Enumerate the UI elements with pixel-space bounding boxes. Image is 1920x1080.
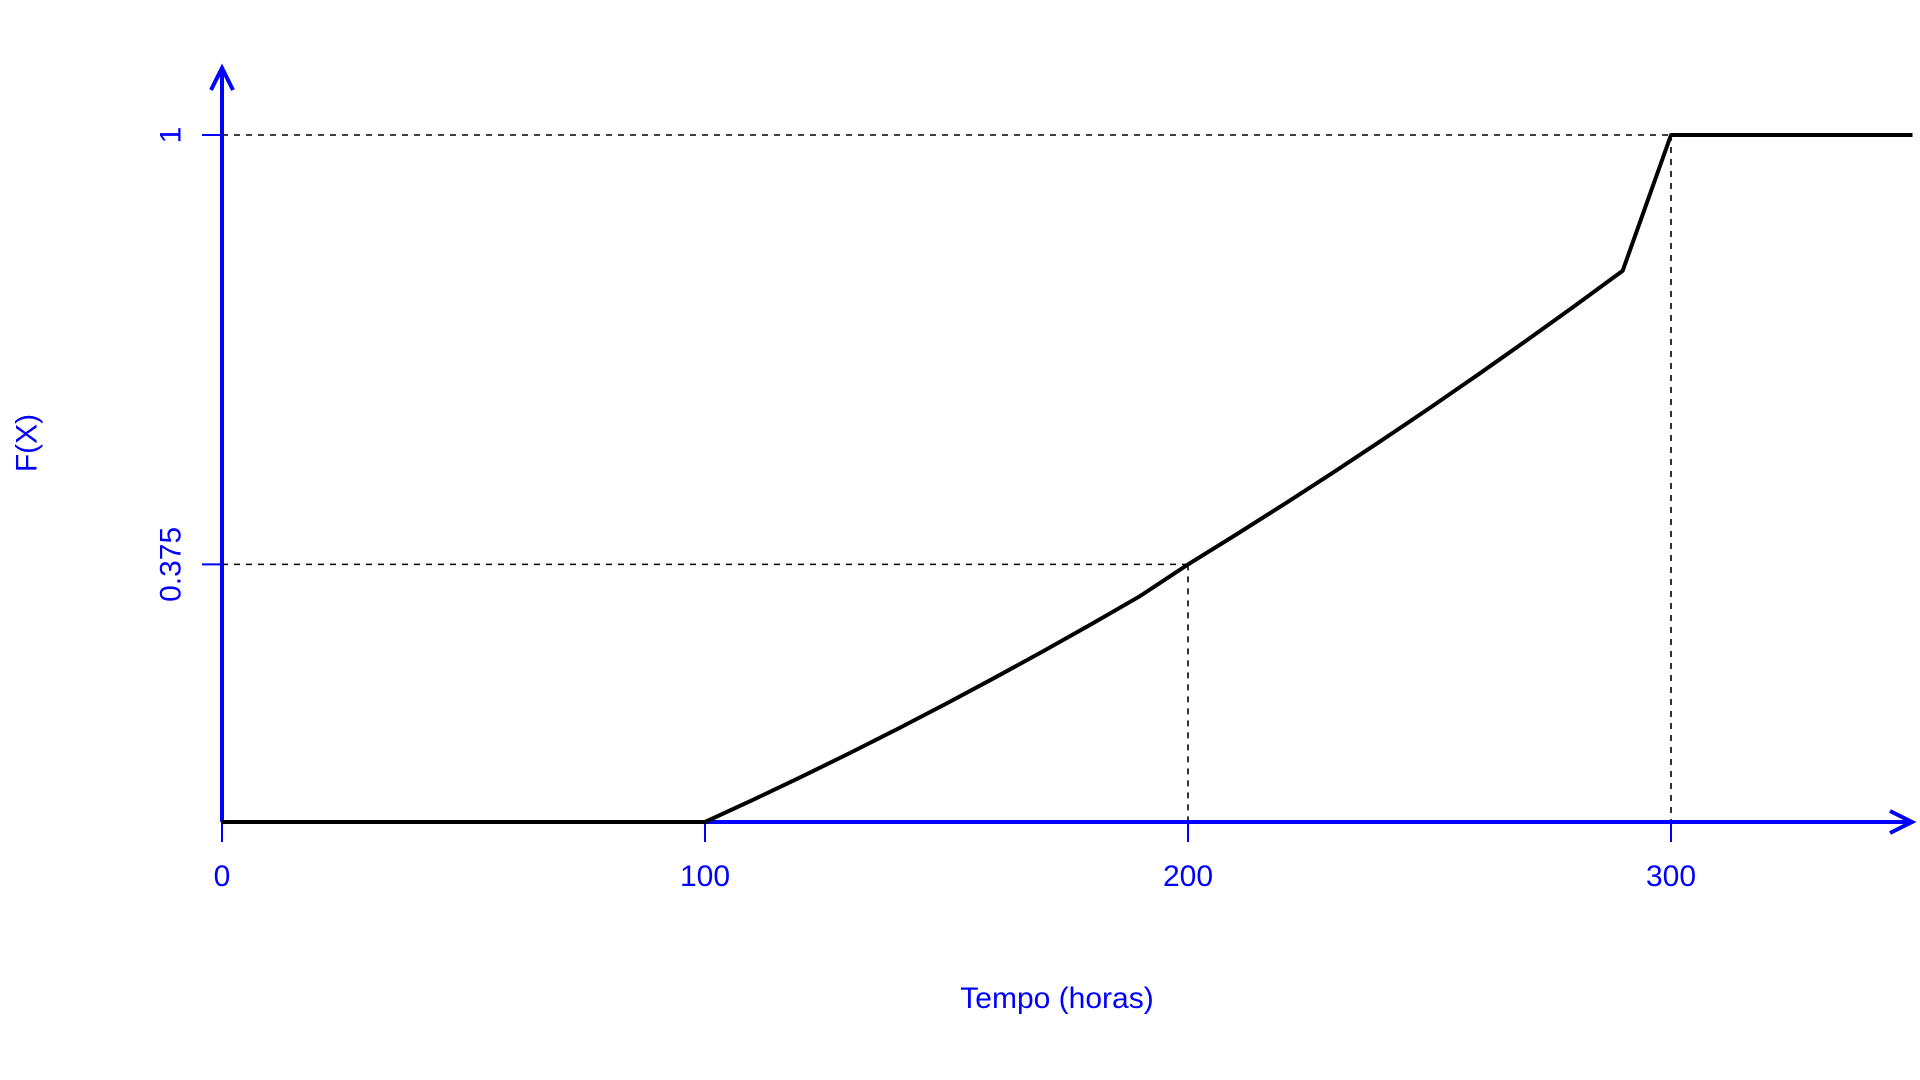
y-tick-label: 0.375 xyxy=(155,527,188,602)
y-tick-label: 1 xyxy=(155,127,188,144)
tick-marks xyxy=(202,134,1672,842)
tick-labels: 0 100 200 300 0.375 1 xyxy=(155,127,1697,893)
x-tick-label: 100 xyxy=(680,860,730,893)
y-axis-label: F(X) xyxy=(11,414,44,472)
y-axis-arrowhead xyxy=(209,63,235,91)
x-tick-label: 200 xyxy=(1163,860,1213,893)
axes xyxy=(209,63,1917,835)
x-tick-label: 300 xyxy=(1646,860,1696,893)
series-line-cdf xyxy=(222,133,1913,824)
reference-lines xyxy=(222,134,1912,822)
x-axis-label: Tempo (horas) xyxy=(960,982,1153,1015)
x-tick-label: 0 xyxy=(214,860,231,893)
x-axis-arrowhead xyxy=(1889,809,1917,835)
